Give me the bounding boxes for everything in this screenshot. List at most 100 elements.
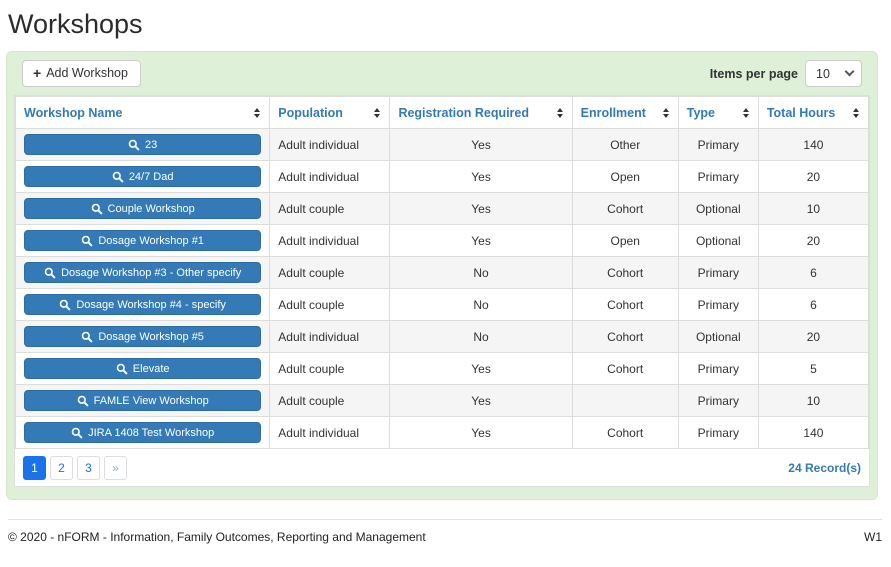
- pagination-page[interactable]: »: [104, 455, 127, 480]
- search-icon: [82, 331, 93, 342]
- type-cell: Primary: [677, 256, 759, 289]
- workshop-name-cell: Dosage Workshop #1: [14, 224, 271, 257]
- population-cell: Adult individual: [269, 128, 391, 161]
- population-cell: Adult couple: [269, 192, 391, 225]
- sort-icon[interactable]: [556, 107, 563, 118]
- column-label: Total Hours: [766, 105, 836, 120]
- search-icon: [112, 171, 124, 182]
- workshop-name-cell: Elevate: [14, 352, 271, 385]
- workshop-link-button[interactable]: 24/7 Dad: [24, 166, 262, 187]
- workshop-name-cell: 23: [14, 128, 271, 161]
- table-row: Dosage Workshop #3 - Other specify Adult…: [14, 256, 870, 289]
- column-label: Registration Required: [398, 105, 530, 120]
- registration-required-cell: Yes: [389, 128, 573, 161]
- workshop-link-button[interactable]: Elevate: [24, 358, 262, 379]
- sort-icon[interactable]: [254, 107, 261, 118]
- column-header-total-hours[interactable]: Total Hours: [757, 96, 870, 129]
- enrollment-cell: Cohort: [571, 192, 679, 225]
- type-cell: Optional: [677, 224, 759, 257]
- type-cell: Optional: [677, 192, 759, 225]
- population-cell: Adult individual: [269, 416, 391, 449]
- total-hours-cell: 5: [757, 352, 870, 385]
- total-hours-cell: 6: [757, 256, 870, 289]
- records-count: 24 Record(s): [788, 460, 861, 475]
- column-header-population[interactable]: Population: [269, 96, 391, 129]
- workshop-link-button[interactable]: JIRA 1408 Test Workshop: [24, 422, 262, 443]
- enrollment-cell: Other: [571, 128, 679, 161]
- workshop-link-button[interactable]: Dosage Workshop #5: [24, 326, 262, 347]
- search-icon: [91, 203, 102, 214]
- search-icon: [77, 395, 88, 406]
- table-row: Dosage Workshop #5 Adult individual No C…: [14, 320, 870, 353]
- workshop-link-button[interactable]: Couple Workshop: [24, 198, 262, 219]
- chevron-down-icon: [844, 66, 855, 77]
- sort-icon[interactable]: [374, 107, 381, 118]
- site-footer: © 2020 - nFORM - Information, Family Out…: [8, 519, 882, 544]
- type-cell: Optional: [677, 320, 759, 353]
- pagination: 1 2 3»: [23, 455, 127, 480]
- table-row: 24/7 Dad Adult individual Yes Open Prima…: [14, 160, 870, 193]
- total-hours-cell: 140: [757, 128, 870, 161]
- pagination-page-current[interactable]: 1: [23, 455, 46, 480]
- search-icon: [44, 267, 56, 278]
- search-icon: [60, 299, 71, 310]
- sort-icon[interactable]: [662, 107, 669, 118]
- column-label: Workshop Name: [24, 105, 123, 120]
- column-header-enrollment[interactable]: Enrollment: [571, 96, 679, 129]
- table-row: Dosage Workshop #1 Adult individual Yes …: [14, 224, 870, 257]
- workshop-name-cell: Dosage Workshop #3 - Other specify: [14, 256, 271, 289]
- workshop-link-button[interactable]: Dosage Workshop #1: [24, 230, 262, 251]
- total-hours-cell: 6: [757, 288, 870, 321]
- toolbar: + Add Workshop Items per page 10: [14, 59, 870, 95]
- column-label: Population: [278, 105, 343, 120]
- registration-required-cell: Yes: [389, 192, 573, 225]
- population-cell: Adult couple: [269, 256, 391, 289]
- table-row: 23 Adult individual Yes Other Primary 14…: [14, 128, 870, 161]
- table-row: Dosage Workshop #4 - specify Adult coupl…: [14, 288, 870, 321]
- items-per-page-value: 10: [816, 66, 830, 81]
- population-cell: Adult couple: [269, 288, 391, 321]
- workshop-link-button[interactable]: 23: [24, 134, 262, 155]
- items-per-page-label: Items per page: [709, 66, 798, 81]
- type-cell: Primary: [677, 416, 759, 449]
- workshop-name-label: Dosage Workshop #1: [98, 234, 204, 247]
- type-cell: Primary: [677, 352, 759, 385]
- workshop-link-button[interactable]: FAMLE View Workshop: [24, 390, 262, 411]
- column-header-workshop-name[interactable]: Workshop Name: [14, 96, 271, 129]
- type-cell: Primary: [677, 384, 759, 417]
- workshop-name-label: 24/7 Dad: [128, 170, 174, 183]
- workshop-name-label: Elevate: [132, 362, 170, 375]
- registration-required-cell: No: [389, 256, 573, 289]
- column-label: Enrollment: [580, 105, 646, 120]
- enrollment-cell: Open: [571, 160, 679, 193]
- sort-icon[interactable]: [742, 107, 749, 118]
- registration-required-cell: Yes: [389, 160, 573, 193]
- search-icon: [71, 427, 83, 438]
- table-row: JIRA 1408 Test Workshop Adult individual…: [14, 416, 870, 449]
- population-cell: Adult individual: [269, 160, 391, 193]
- pagination-page[interactable]: 3: [77, 455, 100, 480]
- population-cell: Adult couple: [269, 352, 391, 385]
- sort-icon[interactable]: [853, 107, 859, 118]
- enrollment-cell: Cohort: [571, 352, 679, 385]
- workshops-table: Workshop Name Population Registration Re…: [14, 96, 870, 449]
- column-header-registration-required[interactable]: Registration Required: [389, 96, 573, 129]
- population-cell: Adult individual: [269, 224, 391, 257]
- workshop-name-label: Dosage Workshop #5: [98, 330, 204, 343]
- workshop-link-button[interactable]: Dosage Workshop #3 - Other specify: [24, 262, 262, 283]
- workshop-name-label: Couple Workshop: [107, 202, 195, 215]
- header-row: Workshop Name Population Registration Re…: [14, 96, 870, 129]
- add-workshop-button[interactable]: + Add Workshop: [22, 60, 141, 87]
- column-header-type[interactable]: Type: [677, 96, 759, 129]
- pagination-page[interactable]: 2: [50, 455, 73, 480]
- table-footer: 1 2 3» 24 Record(s): [15, 449, 869, 486]
- type-cell: Primary: [677, 128, 759, 161]
- enrollment-cell: [571, 384, 679, 417]
- population-cell: Adult couple: [269, 384, 391, 417]
- type-cell: Primary: [677, 288, 759, 321]
- items-per-page-select[interactable]: 10: [805, 60, 862, 87]
- search-icon: [116, 363, 128, 374]
- workshops-table-card: Workshop Name Population Registration Re…: [14, 95, 870, 487]
- workshop-name-cell: Dosage Workshop #5: [14, 320, 271, 353]
- workshop-link-button[interactable]: Dosage Workshop #4 - specify: [24, 294, 262, 315]
